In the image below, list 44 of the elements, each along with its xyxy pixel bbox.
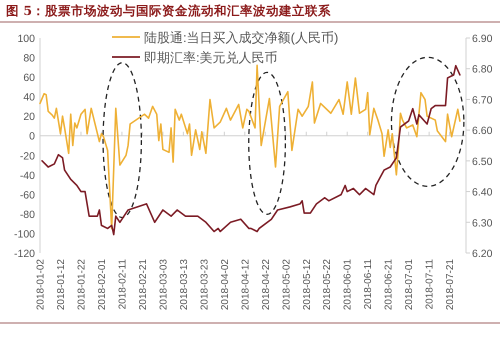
y-tick-label: 100	[17, 33, 36, 45]
x-tick-label: 2018-03-13	[178, 258, 190, 310]
x-tick-label: 2018-06-21	[384, 258, 395, 310]
y-tick-label: -60	[20, 189, 36, 202]
x-tick-label: 2018-03-03	[158, 258, 170, 310]
chart-title: 图 5：股票市场波动与国际资金流动和汇率波动建立联系	[6, 3, 332, 18]
x-tick-label: 2018-01-12	[56, 258, 67, 310]
x-tick-label: 2018-02-21	[138, 258, 149, 310]
x-tick-label: 2018-07-21	[445, 258, 456, 310]
x-tick-label: 2018-06-01	[342, 258, 354, 310]
x-tick-label: 2018-05-02	[281, 258, 292, 310]
y2-tick-label: 6.30	[472, 217, 493, 230]
x-tick-label: 2018-04-22	[260, 258, 272, 310]
y2-tick-label: 6.60	[472, 125, 493, 138]
legend-label: 即期汇率:美元兑人民币	[144, 50, 278, 65]
y2-tick-label: 6.70	[472, 94, 493, 106]
y-tick-label: 80	[23, 52, 36, 65]
x-tick-label: 2018-03-23	[199, 258, 210, 310]
y-tick-label: 20	[23, 111, 36, 124]
x-tick-label: 2018-05-12	[302, 258, 313, 310]
y2-tick-label: 6.20	[472, 248, 493, 260]
x-tick-label: 2018-02-01	[96, 258, 108, 310]
y2-tick-label: 6.50	[472, 156, 493, 168]
y-tick-label: 60	[23, 72, 36, 84]
y-tick-label: -120	[14, 248, 36, 260]
y-tick-label: -100	[14, 228, 36, 240]
y-tick-label: -20	[20, 150, 36, 162]
x-tick-label: 2018-07-11	[424, 258, 436, 310]
y2-tick-label: 6.90	[472, 33, 493, 45]
y-tick-label: -80	[20, 208, 36, 221]
x-tick-label: 2018-02-11	[117, 258, 128, 310]
x-tick-label: 2018-05-22	[322, 258, 334, 310]
y-tick-label: -40	[20, 170, 36, 182]
y-tick-label: 40	[23, 92, 36, 104]
y2-tick-label: 6.40	[472, 186, 493, 199]
x-tick-label: 2018-04-02	[220, 258, 231, 310]
y-tick-label: 0	[29, 130, 36, 143]
y2-tick-label: 6.80	[472, 64, 493, 76]
x-tick-label: 2018-04-12	[240, 258, 252, 310]
x-tick-label: 2018-06-11	[363, 258, 374, 310]
x-tick-label: 2018-01-02	[36, 258, 46, 310]
x-tick-label: 2018-01-22	[76, 258, 88, 310]
legend-label: 陆股通:当日买入成交净额(人民币)	[144, 30, 338, 45]
x-tick-label: 2018-07-01	[404, 258, 416, 310]
